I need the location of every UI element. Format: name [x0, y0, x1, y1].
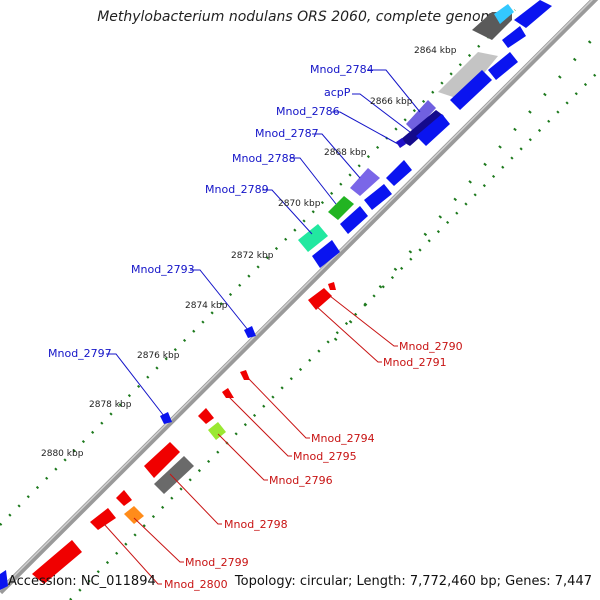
- gene-Mnod_2784[interactable]: [406, 100, 436, 132]
- connector-Mnod_2789: [262, 189, 313, 235]
- scale-label: 2864 kbp: [414, 46, 457, 56]
- scale-label: 2878 kbp: [89, 400, 132, 410]
- gene-red-a[interactable]: [198, 408, 214, 424]
- connector-Mnod_2787: [312, 133, 361, 179]
- gene-blue-9[interactable]: [312, 240, 340, 268]
- scale-label: 2870 kbp: [278, 199, 321, 209]
- connector-Mnod_2796: [217, 433, 268, 481]
- connector-Mnod_2793: [190, 269, 249, 331]
- connector-Mnod_2799: [133, 517, 184, 563]
- gene-label-Mnod_2786[interactable]: Mnod_2786: [276, 105, 340, 118]
- connector-Mnod_2798: [169, 473, 222, 525]
- gene-label-Mnod_2784[interactable]: Mnod_2784: [310, 63, 374, 76]
- gene-Mnod_2798[interactable]: [154, 456, 194, 494]
- dotted-track-outer: [0, 9, 516, 526]
- scale-label: 2874 kbp: [185, 301, 228, 311]
- connector-Mnod_2786: [332, 111, 399, 145]
- gene-blue-10[interactable]: [0, 570, 8, 590]
- connector-Mnod_2797: [106, 353, 165, 417]
- reverse-blue-genes: [0, 0, 552, 590]
- connector-Mnod_2791: [315, 305, 382, 363]
- scale-label: 2868 kbp: [324, 148, 367, 158]
- connector-Mnod_2795: [227, 395, 292, 457]
- gene-red-b[interactable]: [116, 490, 132, 506]
- gene-label-Mnod_2789[interactable]: Mnod_2789: [205, 183, 269, 196]
- dotted-track-inner: [69, 69, 600, 600]
- connector-Mnod_2784: [368, 69, 421, 113]
- gene-red-c[interactable]: [90, 508, 116, 530]
- forward-strand-genes: [160, 4, 514, 424]
- gene-label-Mnod_2791[interactable]: Mnod_2791: [383, 356, 447, 369]
- scale-labels: 2864 kbp 2866 kbp 2868 kbp 2870 kbp 2872…: [41, 46, 457, 459]
- gene-Mnod_2788[interactable]: [328, 196, 354, 220]
- scale-label: 2866 kbp: [370, 97, 413, 107]
- gene-Mnod_2789[interactable]: [298, 224, 328, 252]
- connector-Mnod_2800: [103, 523, 162, 585]
- reverse-red-genes: [32, 282, 336, 584]
- gene-blue-3[interactable]: [450, 70, 492, 110]
- gene-label-Mnod_2793[interactable]: Mnod_2793: [131, 263, 195, 276]
- gene-blue-1[interactable]: [514, 0, 552, 28]
- gene-label-Mnod_2795[interactable]: Mnod_2795: [293, 450, 357, 463]
- gene-Mnod_2796[interactable]: [208, 422, 226, 440]
- gene-blue-4[interactable]: [488, 52, 518, 80]
- gene-label-Mnod_2796[interactable]: Mnod_2796: [269, 474, 333, 487]
- scale-label: 2872 kbp: [231, 251, 274, 261]
- gene-Mnod_2799[interactable]: [124, 506, 144, 524]
- gene-Mnod_2795[interactable]: [222, 388, 234, 398]
- gene-label-Mnod_2800[interactable]: Mnod_2800: [164, 578, 228, 591]
- genome-summary-text: Topology: circular; Length: 7,772,460 bp…: [234, 574, 592, 589]
- gene-Mnod_2791[interactable]: [328, 282, 336, 290]
- gene-lightgray[interactable]: [438, 52, 498, 100]
- accession-text: Accession: NC_011894: [8, 574, 156, 589]
- gene-label-Mnod_2794[interactable]: Mnod_2794: [311, 432, 375, 445]
- connector-acpP: [352, 93, 411, 133]
- scale-label: 2880 kbp: [41, 449, 84, 459]
- gene-Mnod_2787[interactable]: [350, 168, 380, 196]
- gene-blue-6[interactable]: [386, 160, 412, 186]
- gene-label-Mnod_2799[interactable]: Mnod_2799: [185, 556, 249, 569]
- gene-Mnod_2800[interactable]: [32, 540, 82, 584]
- map-title: Methylobacterium nodulans ORS 2060, comp…: [97, 9, 503, 25]
- gene-acpP[interactable]: [400, 110, 444, 146]
- connector-Mnod_2790: [329, 295, 398, 347]
- connector-Mnod_2794: [247, 377, 310, 439]
- gene-red-big[interactable]: [144, 442, 180, 478]
- gene-label-Mnod_2797[interactable]: Mnod_2797: [48, 347, 112, 360]
- connector-Mnod_2788: [290, 157, 337, 205]
- scale-label: 2876 kbp: [137, 351, 180, 361]
- gene-blue-5[interactable]: [416, 114, 450, 146]
- label-connectors-top: [106, 69, 421, 417]
- gene-label-acpP[interactable]: acpP: [324, 86, 351, 99]
- gene-label-Mnod_2790[interactable]: Mnod_2790: [399, 340, 463, 353]
- gene-blue-2[interactable]: [502, 26, 526, 48]
- gene-cyan[interactable]: [494, 4, 514, 24]
- gene-labels-bottom: Mnod_2790 Mnod_2791 Mnod_2794 Mnod_2795 …: [164, 340, 463, 591]
- gene-label-Mnod_2788[interactable]: Mnod_2788: [232, 152, 296, 165]
- gene-Mnod_2794[interactable]: [240, 370, 250, 380]
- gene-labels-top: Mnod_2784 acpP Mnod_2786 Mnod_2787 Mnod_…: [48, 63, 374, 360]
- gene-blue-7[interactable]: [364, 184, 392, 210]
- gene-Mnod_2790[interactable]: [308, 288, 332, 310]
- label-connectors-bottom: [103, 295, 398, 585]
- gene-label-Mnod_2798[interactable]: Mnod_2798: [224, 518, 288, 531]
- gene-label-Mnod_2787[interactable]: Mnod_2787: [255, 127, 319, 140]
- gene-Mnod_2786[interactable]: [396, 138, 406, 148]
- gene-blue-8[interactable]: [340, 206, 368, 234]
